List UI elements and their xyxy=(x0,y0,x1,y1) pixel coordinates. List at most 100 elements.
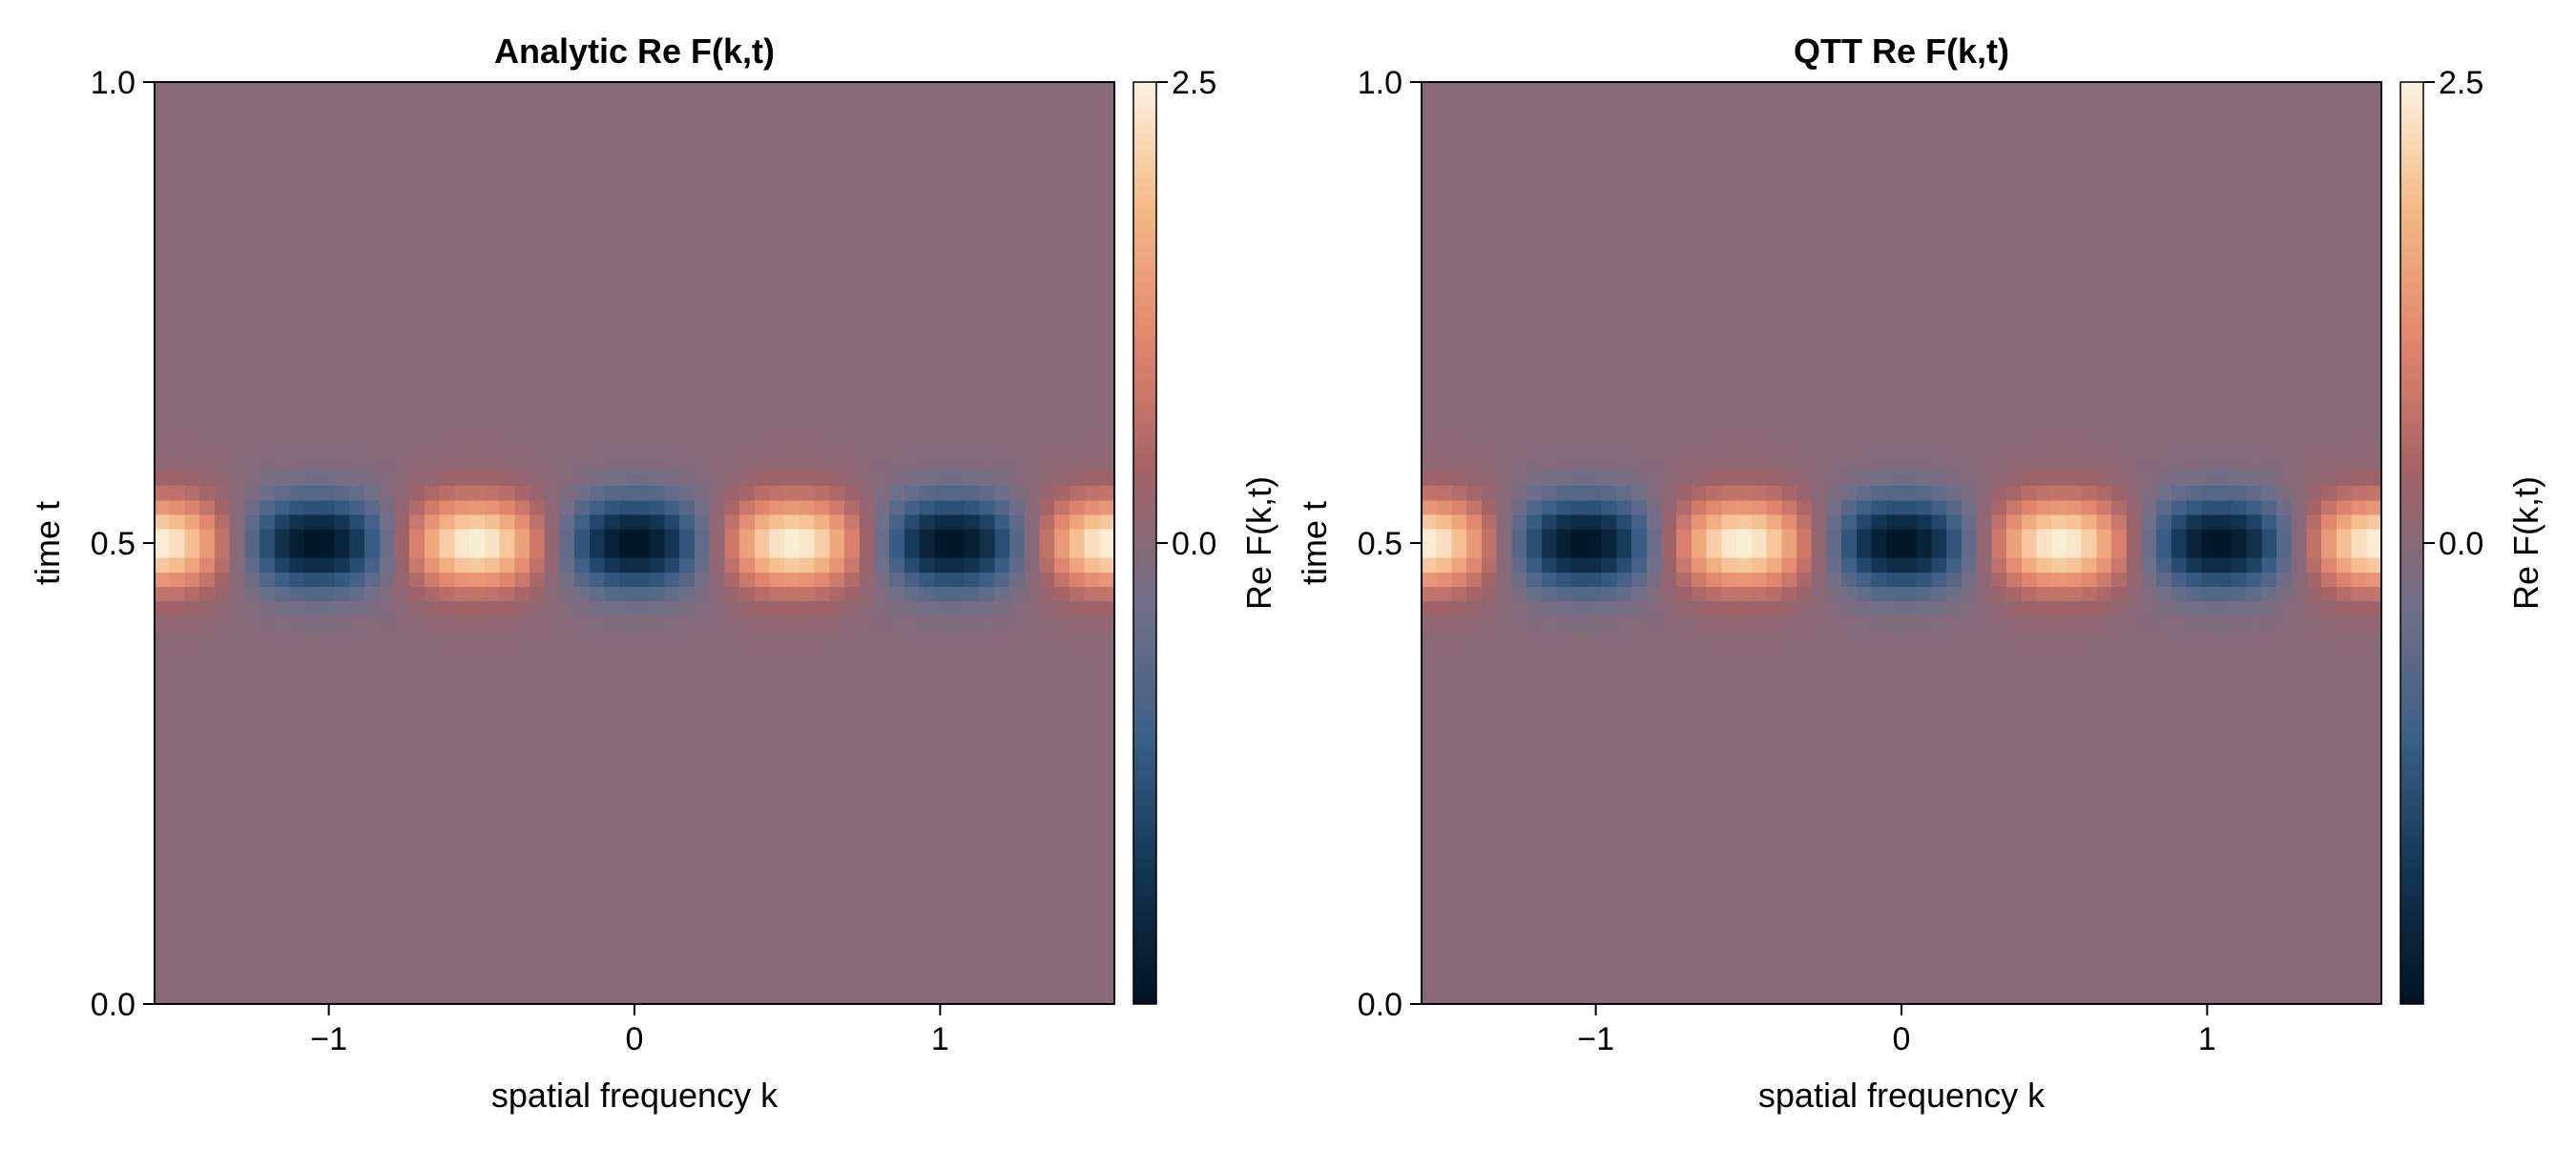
heatmap-cell xyxy=(1542,154,1557,169)
heatmap-cell xyxy=(844,716,860,731)
heatmap-cell xyxy=(650,283,665,299)
heatmap-cell xyxy=(860,456,875,471)
heatmap-cell xyxy=(860,198,875,213)
heatmap-cell xyxy=(875,716,890,731)
heatmap-cell xyxy=(1070,817,1085,832)
heatmap-cell xyxy=(170,615,185,630)
heatmap-cell xyxy=(815,846,830,861)
heatmap-cell xyxy=(170,255,185,270)
heatmap-cell xyxy=(860,586,875,601)
heatmap-cell xyxy=(289,356,304,371)
heatmap-cell xyxy=(769,889,784,904)
heatmap-cell xyxy=(815,529,830,544)
heatmap-cell xyxy=(1025,673,1040,688)
heatmap-cell xyxy=(1542,716,1557,731)
heatmap-cell xyxy=(664,716,679,731)
heatmap-cell xyxy=(1556,428,1571,443)
heatmap-cell xyxy=(1466,874,1482,889)
heatmap-cell xyxy=(1527,788,1542,804)
heatmap-cell xyxy=(1571,514,1587,530)
heatmap-cell xyxy=(1616,774,1631,789)
heatmap-cell xyxy=(829,413,844,429)
heatmap-cell xyxy=(1025,283,1040,299)
heatmap-cell xyxy=(244,975,260,991)
heatmap-cell xyxy=(469,846,485,861)
heatmap-cell xyxy=(664,154,679,169)
heatmap-cell xyxy=(815,615,830,630)
heatmap-cell xyxy=(1099,183,1114,199)
heatmap-cell xyxy=(1587,947,1602,962)
heatmap-cell xyxy=(590,370,605,386)
heatmap-cell xyxy=(500,456,515,471)
heatmap-cell xyxy=(545,183,560,199)
heatmap-cell xyxy=(739,212,755,227)
heatmap-cell xyxy=(590,947,605,962)
heatmap-cell xyxy=(1099,82,1114,97)
heatmap-cell xyxy=(409,975,425,991)
heatmap-cell xyxy=(1571,586,1587,601)
heatmap-cell xyxy=(784,701,800,717)
heatmap-cell xyxy=(1571,744,1587,760)
heatmap-cell xyxy=(949,82,965,97)
heatmap-cell xyxy=(485,428,500,443)
heatmap-cell xyxy=(1422,817,1437,832)
heatmap-cell xyxy=(1587,659,1602,674)
heatmap-cell xyxy=(1009,744,1025,760)
heatmap-cell xyxy=(1039,874,1054,889)
heatmap-cell xyxy=(1009,630,1025,645)
heatmap-cell xyxy=(619,917,634,932)
heatmap-cell xyxy=(769,615,784,630)
heatmap-cell xyxy=(605,543,620,558)
heatmap-cell xyxy=(1482,730,1497,745)
heatmap-cell xyxy=(1542,730,1557,745)
heatmap-cell xyxy=(1587,399,1602,414)
heatmap-cell xyxy=(514,269,530,284)
heatmap-cell xyxy=(380,240,395,256)
heatmap-cell xyxy=(860,255,875,270)
heatmap-cell xyxy=(755,125,770,140)
heatmap-cell xyxy=(1616,413,1631,429)
heatmap-cell xyxy=(260,370,275,386)
heatmap-cell xyxy=(1099,456,1114,471)
heatmap-cell xyxy=(755,240,770,256)
heatmap-cell xyxy=(920,356,935,371)
heatmap-cell xyxy=(844,803,860,818)
heatmap-cell xyxy=(800,644,815,659)
heatmap-cell xyxy=(994,687,1009,702)
heatmap-cell xyxy=(1039,154,1054,169)
heatmap-cell xyxy=(829,240,844,256)
heatmap-cell xyxy=(784,356,800,371)
heatmap-cell xyxy=(514,529,530,544)
heatmap-cell xyxy=(485,255,500,270)
heatmap-cell xyxy=(904,600,920,616)
heatmap-cell xyxy=(994,442,1009,457)
heatmap-cell xyxy=(1602,255,1617,270)
heatmap-cell xyxy=(574,385,590,400)
heatmap-cell xyxy=(800,586,815,601)
heatmap-cell xyxy=(304,96,320,112)
heatmap-cell xyxy=(170,600,185,616)
heatmap-cell xyxy=(335,514,350,530)
heatmap-cell xyxy=(1482,630,1497,645)
heatmap-cell xyxy=(1451,947,1466,962)
heatmap-cell xyxy=(860,298,875,313)
heatmap-cell xyxy=(1571,659,1587,674)
heatmap-cell xyxy=(844,600,860,616)
heatmap-cell xyxy=(1054,817,1070,832)
heatmap-cell xyxy=(275,730,290,745)
heatmap-cell xyxy=(829,226,844,241)
heatmap-cell xyxy=(1542,759,1557,774)
heatmap-cell xyxy=(485,442,500,457)
heatmap-cell xyxy=(1437,543,1452,558)
heatmap-cell xyxy=(1466,932,1482,948)
heatmap-cell xyxy=(1587,701,1602,717)
heatmap-cell xyxy=(1571,860,1587,875)
heatmap-cell xyxy=(1085,514,1100,530)
heatmap-cell xyxy=(650,442,665,457)
heatmap-cell xyxy=(904,817,920,832)
heatmap-cell xyxy=(184,82,199,97)
heatmap-cell xyxy=(860,111,875,126)
heatmap-cell xyxy=(590,874,605,889)
heatmap-cell xyxy=(980,96,995,112)
heatmap-cell xyxy=(980,903,995,918)
